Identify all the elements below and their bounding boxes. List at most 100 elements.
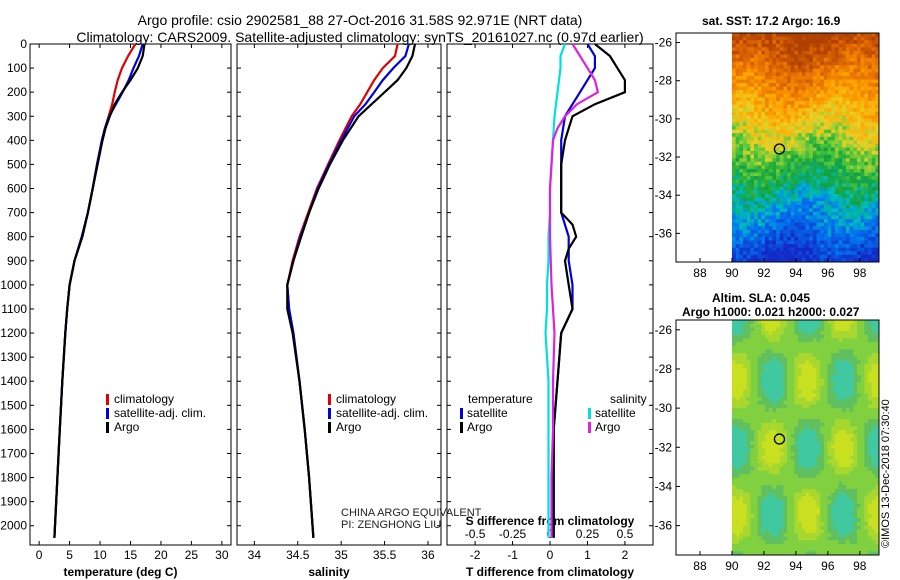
x2-tick-label: 0.5: [617, 527, 634, 541]
y-tick-label: 200: [7, 85, 27, 99]
series-line-climatology: [286, 43, 399, 538]
x-tick-label: -1: [507, 548, 518, 562]
sla-map-lon-label: 92: [757, 559, 771, 573]
series-line-s-satellite: [544, 43, 567, 538]
series-line-argo: [286, 43, 417, 538]
x-tick-label: 35: [334, 548, 348, 562]
legend-swatch-salinity: [328, 408, 331, 419]
plot-frame-2: [446, 43, 654, 546]
legend-swatch-salinity: [328, 422, 331, 433]
legend-label-temperature: satellite-adj. clim.: [114, 406, 206, 420]
x-tick-label: 0: [36, 548, 43, 562]
sst-map-lon-label: 94: [789, 266, 803, 280]
x-tick-label: -2: [470, 548, 481, 562]
x-tick-label: 30: [215, 548, 229, 562]
legend-swatch-temperature: [106, 422, 109, 433]
x2-tick-label: -0.25: [499, 527, 527, 541]
plot-frame-1: [236, 43, 442, 546]
y-tick-label: 1200: [0, 326, 27, 340]
sst-map-lon-label: 98: [853, 266, 867, 280]
sla-map-field: [731, 320, 880, 556]
legend-swatch-difference: [588, 422, 591, 433]
y-tick-label: 1600: [0, 422, 27, 436]
sla-map-lat-label: -30: [655, 401, 673, 415]
x-tick-label: 34.5: [286, 548, 310, 562]
sst-map-lat-label: -32: [655, 150, 673, 164]
sla-map-lon-label: 94: [789, 559, 803, 573]
x2-tick-label: -0.5: [465, 527, 486, 541]
x-axis-label: T difference from climatology: [466, 565, 634, 579]
x-tick-label: 10: [93, 548, 107, 562]
legend-label-temperature: Argo: [114, 420, 140, 434]
sla-map-lat-label: -34: [655, 479, 673, 493]
legend-swatch-difference: [588, 408, 591, 419]
x-tick-label: 5: [66, 548, 73, 562]
sst-map-field: [731, 33, 880, 263]
series-line-t-satellite: [552, 43, 597, 538]
y-tick-label: 1300: [0, 350, 27, 364]
series-line-climatology: [53, 43, 137, 538]
legend-swatch-difference: [460, 408, 463, 419]
series-line-satellite-adj-clim-: [286, 43, 410, 538]
x-tick-label: 25: [185, 548, 199, 562]
y-tick-label: 500: [7, 157, 27, 171]
x-tick-label: 36: [421, 548, 435, 562]
sla-map-frame: [675, 319, 880, 556]
x-tick-label: 20: [154, 548, 168, 562]
sst-map-lat-label: -28: [655, 74, 673, 88]
plot-frame-0: [29, 43, 232, 546]
legend-swatch-difference: [460, 422, 463, 433]
legend-title-temperature: temperature: [468, 392, 533, 406]
credit-line-2: PI: ZENGHONG LIU: [341, 519, 442, 531]
sla-map-title-line-2: Argo h1000: 0.021 h2000: 0.027: [682, 305, 860, 319]
sla-map-lat-label: -36: [655, 519, 673, 533]
x2-tick-label: 0.25: [576, 527, 600, 541]
credit-line-1: CHINA ARGO EQUIVALENT: [341, 507, 482, 519]
y-tick-label: 1900: [0, 495, 27, 509]
x-tick-label: 15: [124, 548, 138, 562]
sst-map-lat-label: -30: [655, 112, 673, 126]
x2-axis-label: S difference from climatology: [466, 514, 635, 528]
y-tick-label: 1800: [0, 471, 27, 485]
legend-label-difference: satellite: [467, 406, 508, 420]
legend-swatch-temperature: [106, 408, 109, 419]
sla-map-lat-label: -26: [655, 323, 673, 337]
series-line-satellite-adj-clim-: [53, 43, 144, 538]
y-tick-label: 700: [7, 206, 27, 220]
sst-map-lat-label: -26: [655, 36, 673, 50]
sst-map-frame: [675, 32, 880, 263]
series-line-argo: [53, 43, 146, 538]
y-tick-label: 1500: [0, 398, 27, 412]
sla-map-title-line-1: Altim. SLA: 0.045: [712, 291, 811, 305]
y-tick-label: 1000: [0, 278, 27, 292]
x-tick-label: 2: [622, 548, 629, 562]
sla-map-lon-label: 90: [725, 559, 739, 573]
sla-map-lon-label: 98: [853, 559, 867, 573]
series-line-s-argo: [548, 43, 600, 538]
y-tick-label: 800: [7, 230, 27, 244]
x-tick-label: 35.5: [373, 548, 397, 562]
sla-map-lat-label: -28: [655, 362, 673, 376]
sst-map-lat-label: -36: [655, 226, 673, 240]
x-tick-label: 34: [248, 548, 262, 562]
legend-swatch-temperature: [106, 394, 109, 405]
y-tick-label: 400: [7, 133, 27, 147]
sst-map-title: sat. SST: 17.2 Argo: 16.9: [702, 14, 841, 28]
x-axis-label: temperature (deg C): [63, 565, 177, 579]
legend-label-salinity: Argo: [336, 420, 362, 434]
x-tick-label: 0: [547, 548, 554, 562]
legend-label-difference: Argo: [467, 420, 493, 434]
legend-title-salinity: salinity: [610, 392, 647, 406]
legend-label-salinity: climatology: [336, 392, 396, 406]
legend-label-temperature: climatology: [114, 392, 174, 406]
x2-tick-label: 0: [547, 527, 554, 541]
sst-map-lon-label: 90: [725, 266, 739, 280]
series-line-t-argo: [552, 43, 627, 538]
y-tick-label: 300: [7, 109, 27, 123]
sla-map-lon-label: 88: [693, 559, 707, 573]
legend-label-difference: satellite: [595, 406, 636, 420]
x-tick-label: 1: [584, 548, 591, 562]
sst-map-lat-label: -34: [655, 188, 673, 202]
sla-map-float-marker: [773, 433, 786, 445]
